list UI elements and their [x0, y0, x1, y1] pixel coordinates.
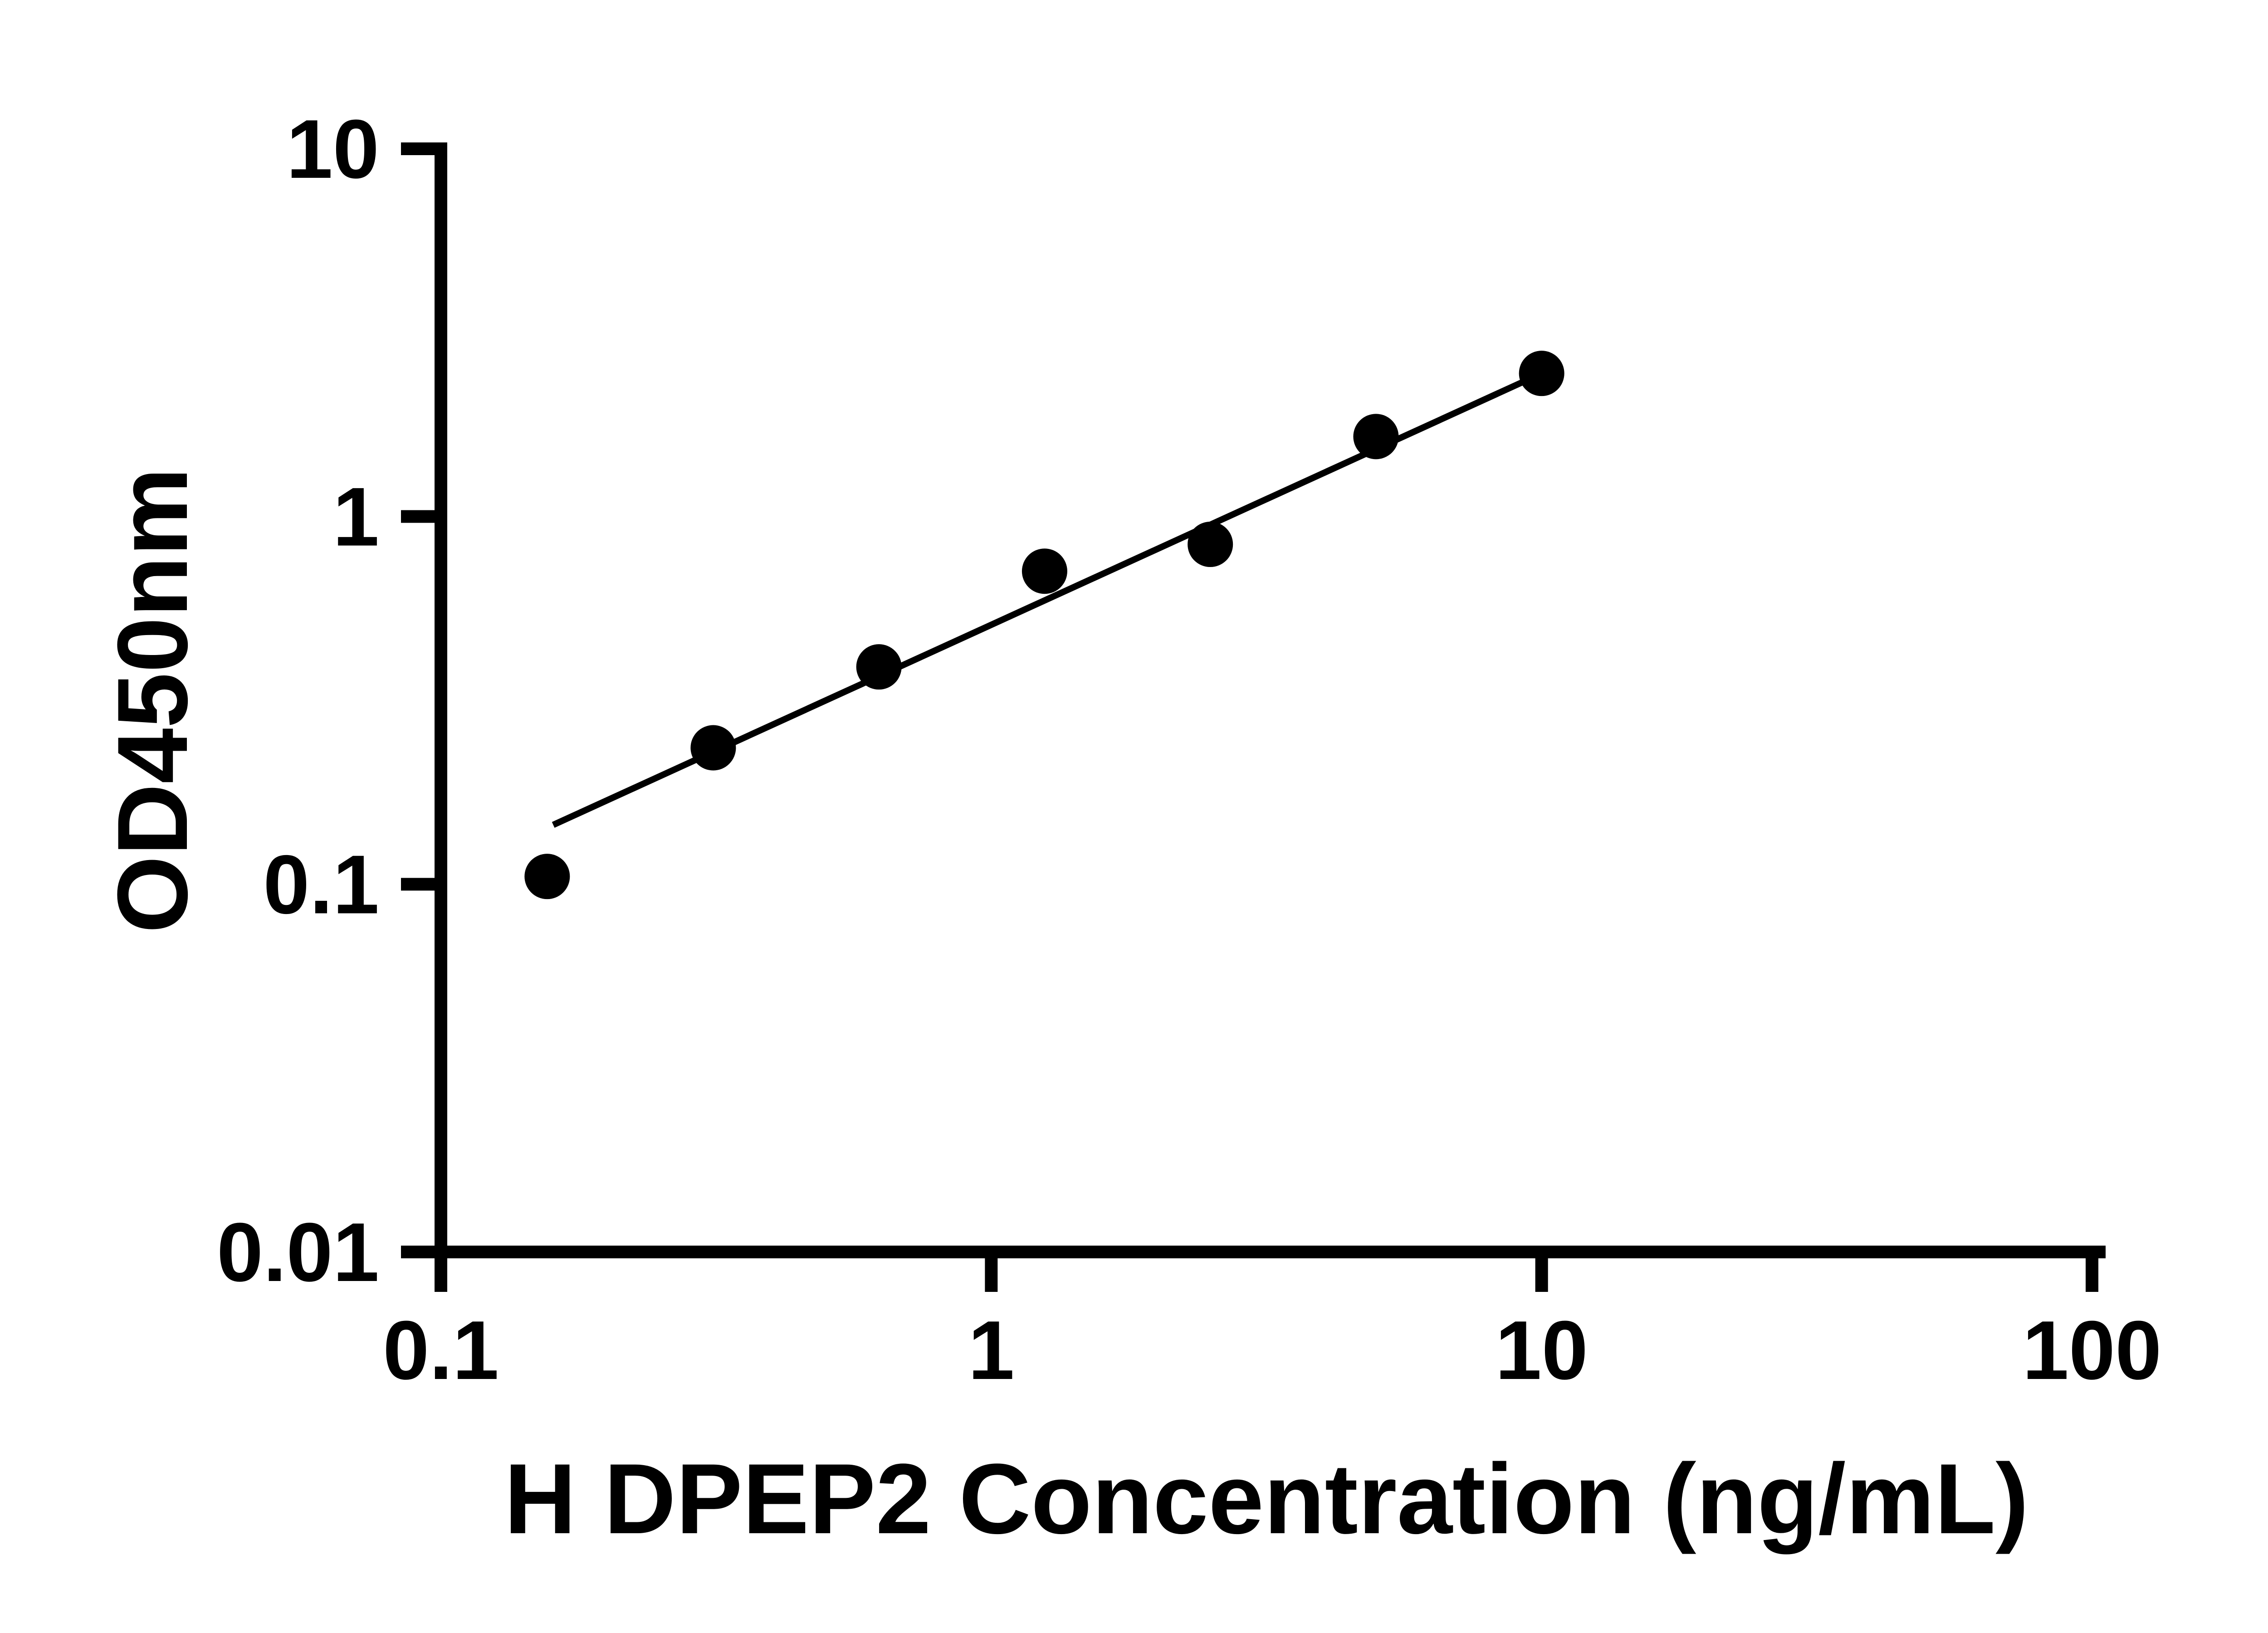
x-tick-label: 100 — [2023, 1303, 2162, 1397]
data-point — [856, 644, 902, 690]
x-tick-label: 1 — [968, 1303, 1014, 1397]
y-tick-label: 1 — [333, 470, 379, 563]
data-point — [1022, 548, 1067, 594]
data-point — [690, 725, 736, 771]
y-tick-label: 0.01 — [217, 1205, 379, 1299]
y-axis-title: OD450nm — [97, 467, 208, 933]
data-points-group — [524, 351, 1564, 900]
data-point — [524, 854, 570, 900]
data-point — [1188, 522, 1233, 567]
axes-group — [435, 142, 2106, 1258]
data-point — [1353, 414, 1399, 460]
y-tick-label: 0.1 — [263, 837, 379, 931]
data-point — [1519, 351, 1564, 396]
y-tick-label: 10 — [286, 102, 379, 196]
x-axis-title: H DPEP2 Concentration (ng/mL) — [504, 1443, 2028, 1555]
x-tick-label: 10 — [1495, 1303, 1588, 1397]
tick-marks-group — [401, 142, 2098, 1292]
x-tick-label: 0.1 — [383, 1303, 499, 1397]
